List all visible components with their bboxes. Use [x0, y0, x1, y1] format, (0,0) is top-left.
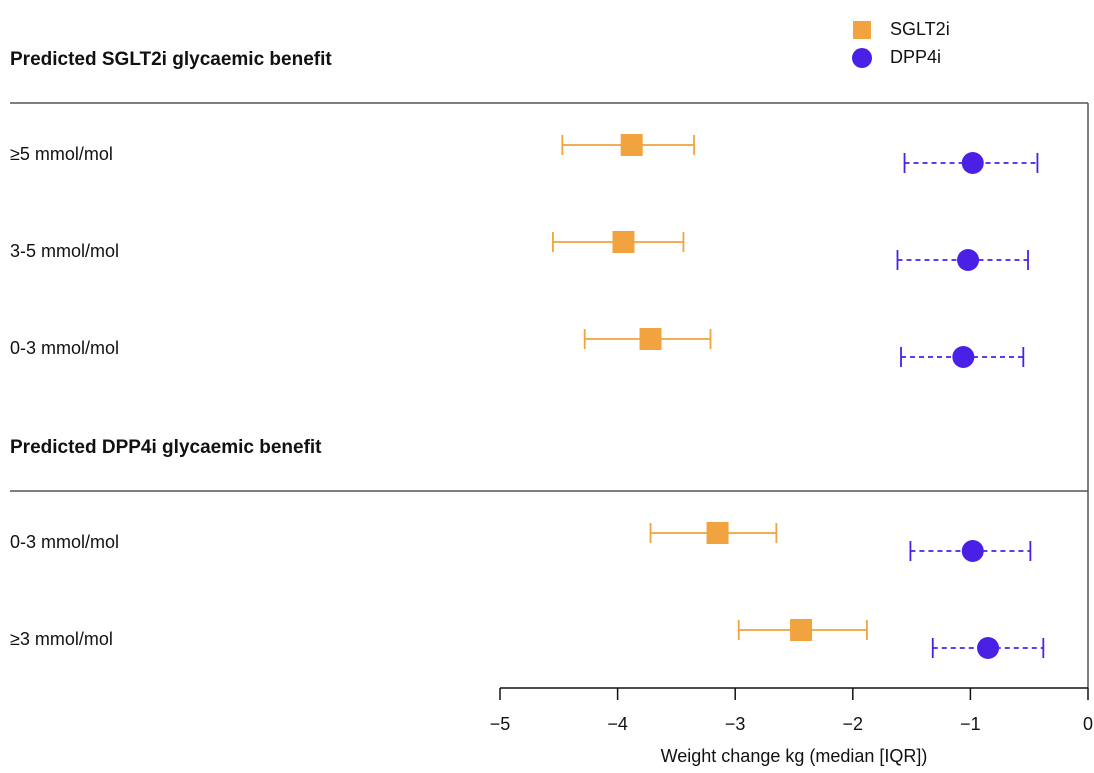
row-label: 0-3 mmol/mol: [10, 532, 119, 552]
x-tick-label: −2: [843, 714, 864, 734]
x-tick-label: −4: [607, 714, 628, 734]
median-marker: [790, 619, 813, 641]
median-marker: [620, 134, 643, 156]
legend-label: SGLT2i: [890, 19, 950, 39]
legend-marker: [852, 48, 872, 68]
row-label: ≥3 mmol/mol: [10, 629, 113, 649]
median-marker: [639, 328, 662, 350]
row-label: ≥5 mmol/mol: [10, 144, 113, 164]
median-marker: [957, 249, 980, 271]
median-marker: [961, 540, 984, 562]
median-marker: [977, 637, 1000, 659]
legend-marker: [853, 21, 871, 39]
x-tick-label: 0: [1083, 714, 1093, 734]
median-marker: [612, 231, 635, 253]
row-label: 0-3 mmol/mol: [10, 338, 119, 358]
row-label: 3-5 mmol/mol: [10, 241, 119, 261]
group-title: Predicted DPP4i glycaemic benefit: [10, 437, 322, 458]
median-marker: [706, 522, 729, 544]
x-tick-label: −5: [490, 714, 511, 734]
x-tick-label: −3: [725, 714, 746, 734]
x-axis-label: Weight change kg (median [IQR]): [661, 746, 928, 766]
median-marker: [961, 152, 984, 174]
legend-label: DPP4i: [890, 47, 941, 67]
median-marker: [952, 346, 975, 368]
group-title: Predicted SGLT2i glycaemic benefit: [10, 49, 332, 70]
x-tick-label: −1: [960, 714, 981, 734]
